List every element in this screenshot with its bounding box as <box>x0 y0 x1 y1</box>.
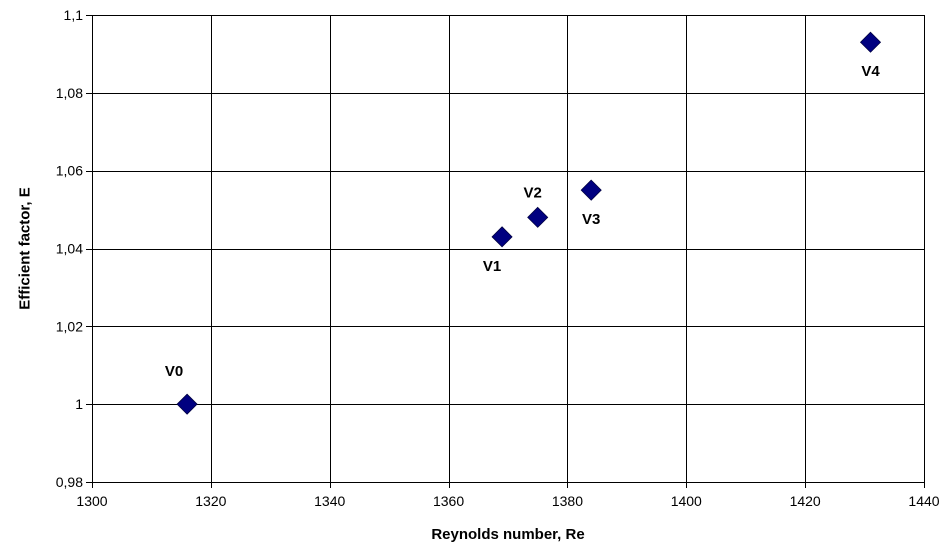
data-point-v3 <box>580 179 602 201</box>
x-tick-label: 1320 <box>195 493 226 509</box>
x-tick-label: 1440 <box>908 493 939 509</box>
x-tick-label: 1380 <box>552 493 583 509</box>
y-tick-labels: 0,98 1 1,02 1,04 1,06 1,08 1,1 <box>56 7 83 490</box>
y-tick-label: 1,1 <box>64 7 84 23</box>
y-tick-label: 1,08 <box>56 85 83 101</box>
grid <box>92 15 925 483</box>
y-axis-title: Efficient factor, E <box>16 187 33 310</box>
y-tick-label: 1 <box>75 396 83 412</box>
y-tick-label: 1,02 <box>56 318 83 334</box>
point-label-v1: V1 <box>483 258 501 275</box>
x-tick-label: 1360 <box>433 493 464 509</box>
point-labels: V0 V1 V2 V3 V4 <box>165 63 880 380</box>
point-label-v2: V2 <box>524 184 542 201</box>
axes <box>86 15 925 488</box>
x-tick-labels: 1300 1320 1340 1360 1380 1400 1420 1440 <box>76 493 939 509</box>
point-label-v3: V3 <box>582 211 600 228</box>
y-tick-label: 1,06 <box>56 163 83 179</box>
data-point-v1 <box>491 226 513 248</box>
point-label-v4: V4 <box>861 63 880 80</box>
y-tick-label: 0,98 <box>56 474 83 490</box>
x-axis-title: Reynolds number, Re <box>431 526 584 543</box>
data-point-v4 <box>859 31 882 53</box>
x-tick-label: 1340 <box>314 493 345 509</box>
y-tick-label: 1,04 <box>56 241 83 257</box>
data-point-v2 <box>527 206 549 228</box>
x-tick-label: 1400 <box>671 493 702 509</box>
data-point-v0 <box>176 393 198 415</box>
data-points <box>176 31 882 415</box>
x-tick-label: 1420 <box>790 493 821 509</box>
x-tick-label: 1300 <box>76 493 107 509</box>
point-label-v0: V0 <box>165 363 183 380</box>
